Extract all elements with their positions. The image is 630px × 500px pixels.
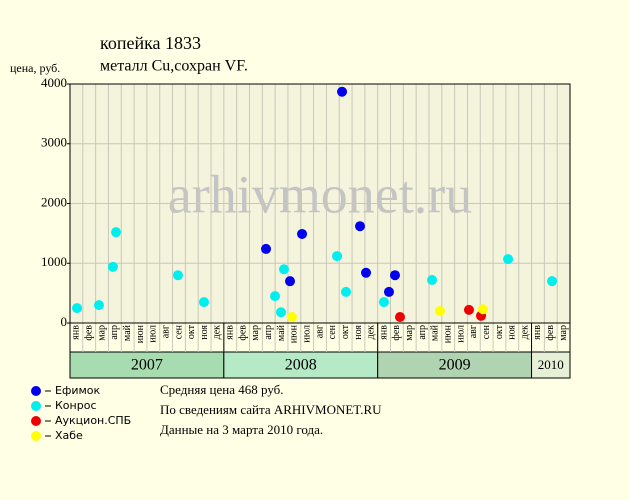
x-tick-label: сен (327, 324, 338, 339)
x-tick-label: июн (289, 324, 300, 343)
x-tick-label: июл (148, 325, 159, 343)
y-axis-label: цена, руб. (10, 61, 60, 75)
x-tick-label: авг (160, 325, 171, 338)
point (383, 286, 394, 297)
note: Данные на 3 марта 2010 года. (160, 422, 323, 437)
x-tick-label: июн (135, 324, 146, 343)
x-tick-label: ноя (353, 325, 364, 340)
point (477, 304, 488, 315)
x-tick-label: мар (96, 325, 107, 341)
x-tick-label: апр (417, 325, 428, 340)
plot-border (69, 83, 571, 324)
point (361, 267, 372, 278)
x-tick-label: авг (468, 325, 479, 338)
point (395, 312, 405, 323)
x-tick-label: дек (366, 325, 377, 340)
legend-label: Хабе (55, 429, 83, 442)
y-tick-label: 2000 (41, 194, 67, 209)
x-tick-label: окт (340, 324, 351, 339)
point (287, 312, 298, 323)
year-band (377, 351, 533, 379)
year-label: 2009 (439, 357, 471, 374)
x-tick-label: май (276, 324, 287, 341)
point (198, 297, 209, 308)
year-band (223, 351, 379, 379)
legend-label: Ефимок (55, 384, 101, 397)
x-tick-label: мар (250, 325, 261, 341)
point (111, 227, 122, 238)
x-tick-label: дек (212, 325, 223, 340)
x-tick-label: сен (173, 324, 184, 339)
x-tick-label: окт (494, 324, 505, 339)
x-tick-label: июл (455, 325, 466, 343)
legend-marker (31, 416, 41, 426)
legend-label: Конрос (55, 399, 97, 412)
point (427, 274, 438, 285)
y-tick-label: 0 (61, 314, 68, 329)
x-tick-label: июн (443, 324, 454, 343)
point (341, 286, 352, 297)
x-tick-label: апр (263, 325, 274, 340)
point (297, 228, 308, 239)
year-label: 2007 (131, 357, 163, 374)
legend-marker (31, 401, 41, 411)
x-tick-label: фев (237, 325, 248, 341)
point (503, 254, 514, 265)
x-tick-label: мар (404, 325, 415, 341)
x-tick-label: май (430, 324, 441, 341)
point (390, 270, 400, 281)
x-tick-label: мар (558, 325, 569, 341)
point (547, 276, 558, 287)
year-label: 2008 (285, 357, 317, 374)
point (285, 276, 295, 287)
legend-label: Аукцион.СПБ (55, 414, 131, 427)
x-tick-label: ноя (507, 325, 518, 340)
note: Средняя цена 468 руб. (160, 382, 284, 397)
x-tick-label: ноя (199, 325, 210, 340)
point (276, 307, 287, 318)
point (72, 303, 83, 314)
point (332, 251, 343, 262)
point (435, 306, 445, 317)
point (463, 304, 474, 315)
point (337, 86, 348, 97)
x-tick-label: фев (391, 325, 402, 341)
y-tick-label: 3000 (41, 135, 67, 150)
watermark: arhivmonet.ru (168, 164, 472, 224)
x-tick-label: май (122, 324, 133, 341)
x-tick-label: янв (378, 325, 389, 340)
point (355, 221, 365, 232)
x-tick-label: сен (481, 324, 492, 339)
x-tick-label: июл (301, 325, 312, 343)
point (93, 300, 104, 311)
legend-marker (31, 386, 41, 396)
chart-subtitle: металл Cu,сохран VF. (100, 58, 248, 75)
x-tick-label: янв (225, 325, 236, 340)
y-tick-label: 1000 (41, 254, 67, 269)
x-tick-label: янв (532, 325, 543, 340)
x-tick-label: авг (314, 325, 325, 338)
point (107, 261, 118, 272)
legend-marker (31, 431, 41, 441)
point (270, 291, 280, 302)
chart-title: копейка 1833 (100, 33, 201, 53)
x-tick-label: дек (519, 325, 530, 340)
x-tick-label: янв (71, 325, 82, 340)
note: По сведениям сайта ARHIVMONET.RU (160, 402, 382, 417)
year-label: 2010 (538, 357, 564, 372)
point (172, 270, 183, 281)
x-tick-label: фев (545, 325, 556, 341)
point (278, 264, 289, 275)
point (261, 243, 272, 254)
point (378, 297, 389, 308)
x-tick-label: окт (186, 324, 197, 339)
x-tick-label: апр (109, 325, 120, 340)
y-tick-label: 4000 (41, 75, 67, 90)
x-tick-label: фев (84, 325, 95, 341)
